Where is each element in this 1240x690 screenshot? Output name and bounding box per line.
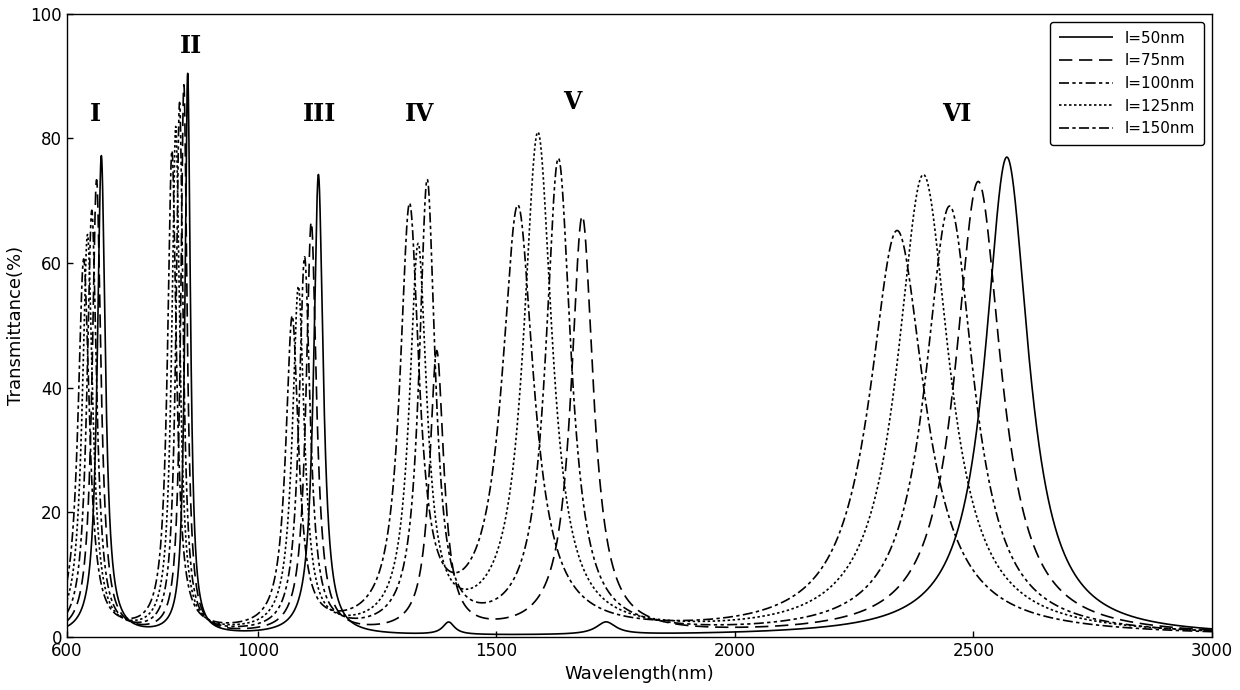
- l=150nm: [795, 586, 810, 594]
- l=100nm: [879, 553, 894, 561]
- Text: IV: IV: [405, 102, 435, 126]
- l=125nm: [60, 596, 74, 604]
- l=75nm: [1131, 619, 1146, 627]
- l=100nm: [753, 619, 768, 627]
- l=150nm: [60, 578, 74, 586]
- l=100nm: [601, 588, 616, 596]
- l=75nm: [345, 618, 360, 626]
- Line: l=100nm: l=100nm: [67, 102, 1211, 631]
- l=125nm: [601, 599, 616, 607]
- Line: l=150nm: l=150nm: [67, 150, 1211, 631]
- l=100nm: [795, 613, 810, 622]
- l=75nm: [601, 544, 616, 552]
- l=100nm: [1131, 622, 1146, 630]
- l=150nm: [753, 607, 768, 615]
- l=150nm: [879, 261, 894, 269]
- l=50nm: [180, 69, 195, 77]
- l=75nm: [795, 620, 810, 628]
- Text: II: II: [180, 34, 202, 57]
- l=125nm: [169, 122, 184, 130]
- Text: VI: VI: [942, 102, 971, 126]
- Text: V: V: [563, 90, 582, 114]
- l=150nm: [165, 146, 180, 155]
- l=75nm: [176, 81, 191, 89]
- l=50nm: [345, 618, 360, 627]
- l=150nm: [1131, 624, 1146, 633]
- l=50nm: [1204, 624, 1219, 633]
- Legend: l=50nm, l=75nm, l=100nm, l=125nm, l=150nm: l=50nm, l=75nm, l=100nm, l=125nm, l=150n…: [1050, 21, 1204, 146]
- l=50nm: [753, 627, 768, 635]
- l=100nm: [345, 614, 360, 622]
- l=125nm: [753, 613, 768, 621]
- Y-axis label: Transmittance(%): Transmittance(%): [7, 246, 25, 405]
- l=100nm: [60, 609, 74, 617]
- l=75nm: [753, 622, 768, 631]
- l=125nm: [795, 601, 810, 609]
- l=75nm: [879, 593, 894, 602]
- l=150nm: [601, 607, 616, 615]
- Line: l=50nm: l=50nm: [67, 73, 1211, 634]
- l=125nm: [879, 434, 894, 442]
- l=50nm: [601, 618, 616, 627]
- l=50nm: [505, 630, 520, 638]
- l=125nm: [1204, 627, 1219, 635]
- l=75nm: [1204, 626, 1219, 634]
- Line: l=75nm: l=75nm: [67, 85, 1211, 630]
- l=125nm: [345, 611, 360, 619]
- Text: I: I: [91, 102, 102, 126]
- l=100nm: [1204, 627, 1219, 635]
- Text: III: III: [303, 102, 336, 126]
- X-axis label: Wavelength(nm): Wavelength(nm): [564, 665, 714, 683]
- l=75nm: [60, 617, 74, 625]
- l=50nm: [1131, 614, 1146, 622]
- Line: l=125nm: l=125nm: [67, 126, 1211, 631]
- l=150nm: [345, 604, 360, 612]
- l=150nm: [1204, 627, 1219, 635]
- l=50nm: [795, 624, 810, 633]
- l=125nm: [1131, 622, 1146, 631]
- l=100nm: [172, 98, 187, 106]
- l=50nm: [879, 611, 894, 619]
- l=50nm: [60, 622, 74, 631]
